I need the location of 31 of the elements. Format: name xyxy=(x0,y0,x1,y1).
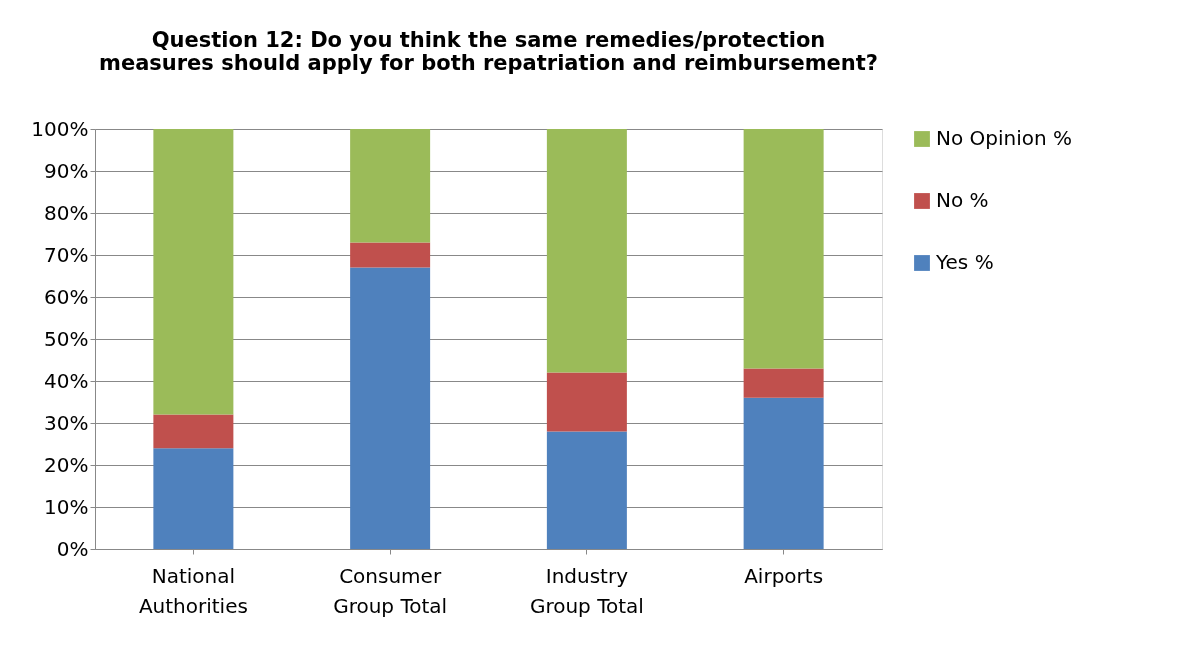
y-tick-label: 90% xyxy=(44,158,89,183)
bar xyxy=(546,372,627,432)
x-tick-label: Consumer Group Total xyxy=(333,563,448,618)
y-tick-label: 100% xyxy=(31,116,89,141)
bar xyxy=(153,448,234,549)
legend-label: No % xyxy=(936,188,989,212)
y-tick-label: 0% xyxy=(56,536,89,561)
y-tick-label: 60% xyxy=(44,284,89,309)
y-tick-label: 10% xyxy=(44,494,89,519)
legend-label: No Opinion % xyxy=(936,126,1073,150)
bar xyxy=(743,368,824,398)
x-tick-label: Industry Group Total xyxy=(529,563,644,618)
bar xyxy=(350,242,431,268)
bar xyxy=(350,267,431,549)
bar xyxy=(743,397,824,549)
y-tick-label: 30% xyxy=(44,410,89,435)
y-tick-label: 20% xyxy=(44,452,89,477)
legend-label: Yes % xyxy=(935,250,994,274)
x-tick-label: National Authorities xyxy=(138,563,248,618)
bar xyxy=(153,129,234,415)
y-tick-label: 80% xyxy=(44,200,89,225)
y-tick-label: 70% xyxy=(44,242,89,267)
bar xyxy=(546,431,627,549)
bar xyxy=(153,414,234,449)
x-tick-label: Airports xyxy=(744,563,824,588)
bar xyxy=(743,129,824,369)
y-tick-label: 50% xyxy=(44,326,89,351)
bar xyxy=(350,129,431,243)
chart-title: Question 12: Do you think the same remedies/protection measures should apply for both repatriation and reimbursement? xyxy=(99,28,878,75)
bar xyxy=(546,129,627,373)
y-tick-label: 40% xyxy=(44,368,89,393)
